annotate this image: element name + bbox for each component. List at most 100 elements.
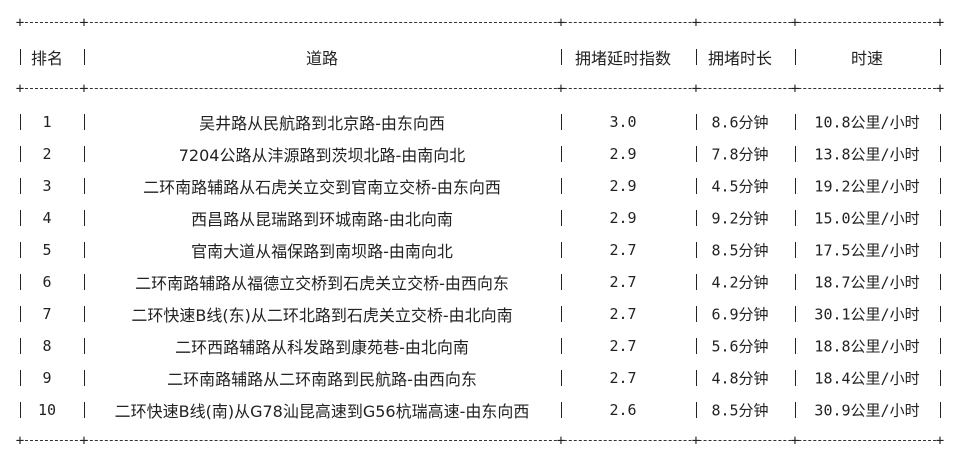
table-corner: + — [935, 433, 945, 449]
column-separator — [940, 274, 941, 290]
column-separator — [84, 146, 85, 162]
column-header: 排名 — [30, 49, 64, 68]
column-separator — [940, 49, 941, 65]
column-header: 道路 — [305, 49, 339, 68]
column-separator — [561, 338, 562, 354]
column-separator — [696, 210, 697, 226]
table-border-line — [20, 22, 941, 23]
table-cell: 2.9 — [609, 145, 637, 163]
column-separator — [561, 274, 562, 290]
column-separator — [940, 402, 941, 418]
column-separator — [84, 370, 85, 386]
column-separator — [795, 274, 796, 290]
table-cell: 二环南路辅路从二环南路到民航路-由西向东 — [167, 370, 477, 389]
table-cell: 4.5分钟 — [711, 177, 769, 196]
column-separator — [696, 274, 697, 290]
column-separator — [561, 306, 562, 322]
column-separator — [795, 114, 796, 130]
column-separator — [20, 242, 21, 258]
column-separator — [561, 146, 562, 162]
table-cell: 2.7 — [609, 241, 637, 259]
table-cell: 17.5公里/小时 — [814, 241, 920, 260]
column-separator — [84, 242, 85, 258]
column-separator — [20, 274, 21, 290]
table-cell: 13.8公里/小时 — [814, 145, 920, 164]
table-cell: 官南大道从福保路到南坝路-由南向北 — [191, 242, 453, 261]
column-separator — [20, 49, 21, 65]
column-separator — [696, 114, 697, 130]
column-separator — [940, 146, 941, 162]
table-cell: 18.7公里/小时 — [814, 273, 920, 292]
column-separator — [20, 338, 21, 354]
table-corner: + — [79, 433, 89, 449]
column-separator — [84, 210, 85, 226]
table-border-line — [20, 440, 941, 441]
table-cell: 18.8公里/小时 — [814, 337, 920, 356]
table-corner: + — [79, 15, 89, 31]
table-cell: 4 — [42, 209, 52, 227]
table-cell: 15.0公里/小时 — [814, 209, 920, 228]
column-separator — [795, 242, 796, 258]
table-cell: 8 — [42, 337, 52, 355]
table-cell: 1 — [42, 113, 52, 131]
table-cell: 5.6分钟 — [711, 337, 769, 356]
table-corner: + — [935, 15, 945, 31]
table-cell: 30.9公里/小时 — [814, 401, 920, 420]
column-separator — [696, 146, 697, 162]
table-corner: + — [691, 15, 701, 31]
table-cell: 2.6 — [609, 401, 637, 419]
table-cell: 2 — [42, 145, 52, 163]
column-separator — [561, 178, 562, 194]
column-separator — [20, 370, 21, 386]
table-cell: 2.7 — [609, 337, 637, 355]
column-separator — [561, 242, 562, 258]
column-separator — [696, 242, 697, 258]
column-separator — [696, 402, 697, 418]
column-separator — [795, 146, 796, 162]
column-header: 拥堵时长 — [707, 49, 773, 68]
column-separator — [84, 274, 85, 290]
column-separator — [940, 370, 941, 386]
table-corner: + — [935, 81, 945, 97]
table-cell: 4.2分钟 — [711, 273, 769, 292]
table-cell: 二环快速B线(南)从G78汕昆高速到G56杭瑞高速-由东向西 — [114, 402, 530, 421]
table-cell: 西昌路从昆瑞路到环城南路-由北向南 — [191, 210, 453, 229]
column-separator — [84, 402, 85, 418]
column-separator — [940, 242, 941, 258]
table-corner: + — [691, 81, 701, 97]
column-separator — [795, 402, 796, 418]
table-cell: 二环西路辅路从科发路到康苑巷-由北向南 — [175, 338, 469, 357]
table-corner: + — [556, 81, 566, 97]
table-corner: + — [15, 433, 25, 449]
table-cell: 10 — [37, 401, 57, 419]
table-cell: 吴井路从民航路到北京路-由东向西 — [199, 114, 445, 133]
table-cell: 二环南路辅路从石虎关立交到官南立交桥-由东向西 — [143, 178, 501, 197]
table-corner: + — [790, 81, 800, 97]
column-separator — [940, 338, 941, 354]
table-cell: 4.8分钟 — [711, 369, 769, 388]
table-corner: + — [15, 15, 25, 31]
column-separator — [795, 178, 796, 194]
table-corner: + — [79, 81, 89, 97]
column-separator — [20, 178, 21, 194]
table-corner: + — [15, 81, 25, 97]
column-separator — [561, 210, 562, 226]
table-cell: 18.4公里/小时 — [814, 369, 920, 388]
column-separator — [940, 210, 941, 226]
table-cell: 6 — [42, 273, 52, 291]
column-separator — [795, 338, 796, 354]
table-cell: 9.2分钟 — [711, 209, 769, 228]
table-corner: + — [556, 15, 566, 31]
table-cell: 2.9 — [609, 209, 637, 227]
column-separator — [20, 402, 21, 418]
column-separator — [84, 338, 85, 354]
table-cell: 3.0 — [609, 113, 637, 131]
column-separator — [84, 306, 85, 322]
table-cell: 二环快速B线(东)从二环北路到石虎关立交桥-由北向南 — [131, 306, 513, 325]
column-separator — [696, 370, 697, 386]
column-separator — [561, 402, 562, 418]
table-cell: 3 — [42, 177, 52, 195]
table-cell: 7.8分钟 — [711, 145, 769, 164]
column-separator — [84, 49, 85, 65]
column-separator — [20, 114, 21, 130]
